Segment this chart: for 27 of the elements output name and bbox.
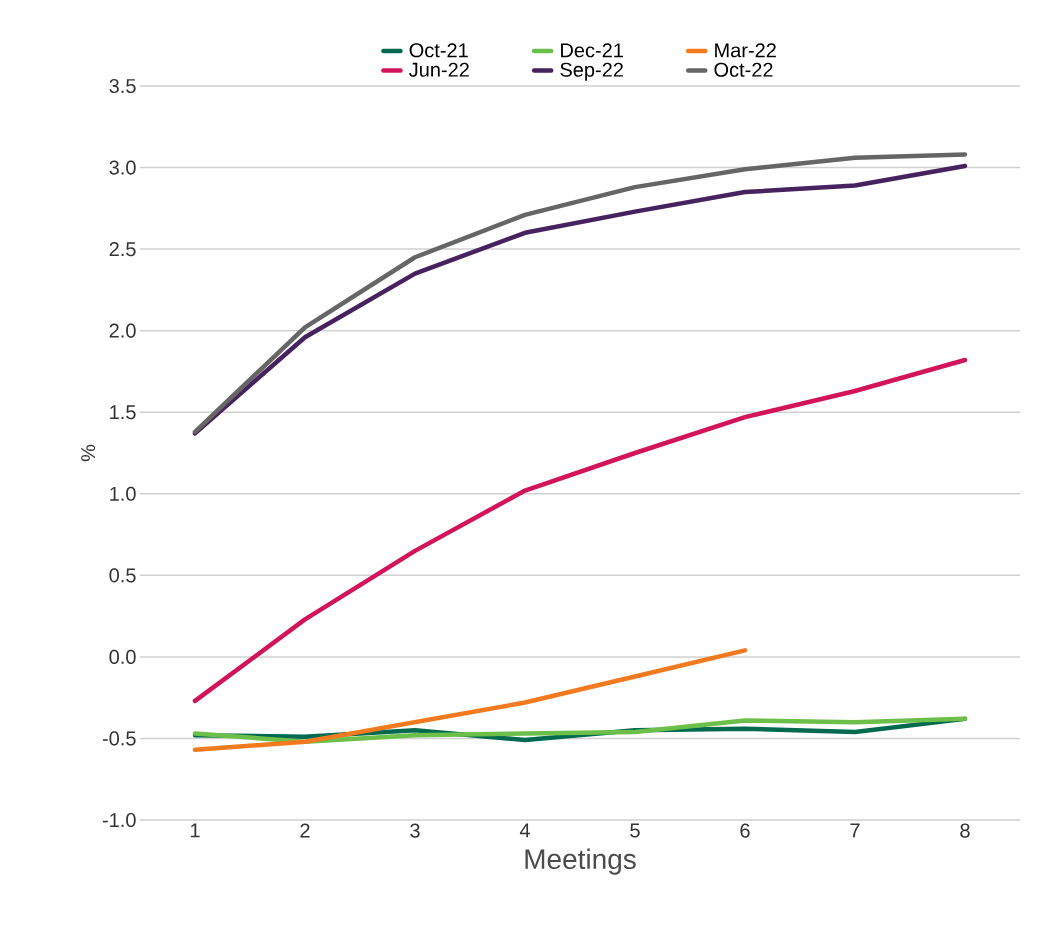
y-tick-label: 1.5 [110,405,136,420]
x-tick-label: 5 [630,823,640,838]
y-tick-label: 0.0 [109,649,136,664]
legend-label: Sep-22 [560,62,623,81]
x-tick-label: 7 [850,823,860,838]
x-axis-title: Meetings [525,848,636,875]
y-tick-label: 3.5 [109,78,136,94]
y-tick-label: -1.0 [102,812,136,828]
x-tick-label: 6 [740,823,750,838]
y-tick-label: 1.0 [110,486,136,501]
x-tick-label: 8 [960,823,970,838]
x-tick-label: 4 [519,823,530,838]
x-tick-label: 2 [300,823,310,838]
legend-label: Dec-21 [561,43,623,58]
y-tick-label: 2.0 [109,323,136,338]
y-tick-label: 0.5 [109,568,136,583]
y-axis-title: % [81,444,96,462]
legend-label: Jun-22 [409,62,469,77]
legend-label: Oct-22 [714,62,773,77]
legend-label: Oct-21 [409,43,468,58]
x-tick-label: 3 [410,823,420,838]
legend-label: Mar-22 [715,43,776,58]
y-tick-label: 3.0 [109,160,136,175]
y-tick-label: -0.5 [102,731,136,746]
y-tick-label: 2.5 [109,242,136,257]
x-tick-label: 1 [190,823,200,838]
line-series [192,357,968,704]
